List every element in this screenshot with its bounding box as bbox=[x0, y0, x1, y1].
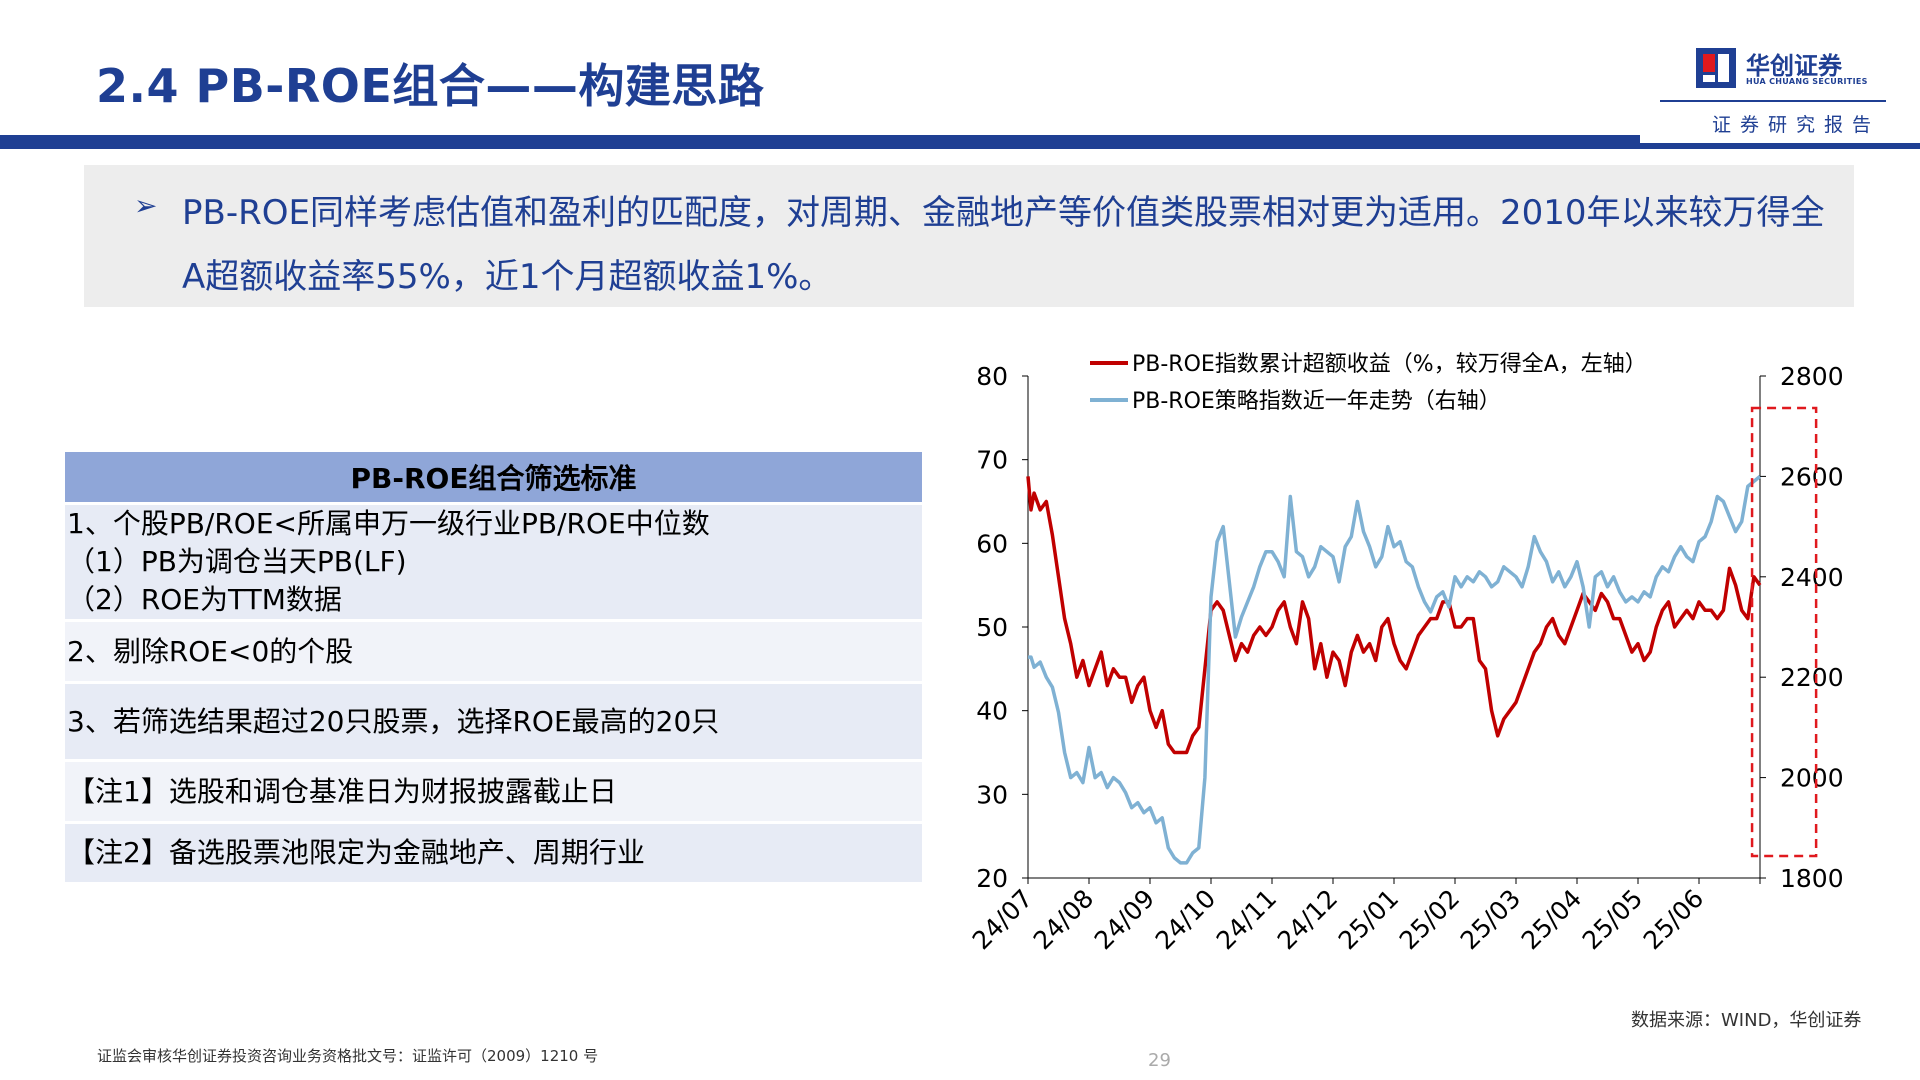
right-y-tick-label: 2200 bbox=[1780, 663, 1844, 692]
criteria-row-2: 2、剔除ROE<0的个股 bbox=[65, 622, 922, 684]
summary-text: PB-ROE同样考虑估值和盈利的匹配度，对周期、金融地产等价值类股票相对更为适用… bbox=[182, 193, 1825, 297]
criteria-row-2-line-1: 2、剔除ROE<0的个股 bbox=[67, 634, 354, 668]
x-tick-label: 24/10 bbox=[1150, 884, 1221, 955]
header-thin-line bbox=[1660, 100, 1886, 102]
criteria-row-note-1: 【注1】选股和调仓基准日为财报披露截止日 bbox=[65, 762, 922, 824]
right-y-tick-label: 2000 bbox=[1780, 764, 1844, 793]
x-tick-label: 25/02 bbox=[1394, 884, 1465, 955]
criteria-row-3: 3、若筛选结果超过20只股票，选择ROE最高的20只 bbox=[65, 684, 922, 762]
criteria-row-1-line-2: （1）PB为调仓当天PB(LF) bbox=[67, 545, 407, 578]
header-band-right bbox=[1640, 143, 1920, 149]
logo-english-name: HUA CHUANG SECURITIES bbox=[1746, 77, 1868, 86]
criteria-row-1-line-3: （2）ROE为TTM数据 bbox=[67, 583, 342, 616]
left-y-tick-label: 30 bbox=[976, 780, 1008, 809]
recent-month-highlight-box bbox=[1750, 406, 1818, 858]
x-tick-label: 25/04 bbox=[1516, 884, 1587, 955]
legend-label-strategy-index: PB-ROE策略指数近一年走势（右轴） bbox=[1132, 389, 1501, 414]
right-y-tick-label: 1800 bbox=[1780, 864, 1844, 893]
right-y-tick-label: 2400 bbox=[1780, 563, 1844, 592]
x-tick-label: 24/11 bbox=[1211, 884, 1282, 955]
x-tick-label: 25/01 bbox=[1333, 884, 1404, 955]
excess-return-series-line bbox=[1026, 476, 1762, 755]
criteria-row-1: 1、个股PB/ROE<所属申万一级行业PB/ROE中位数 （1）PB为调仓当天P… bbox=[65, 505, 922, 622]
criteria-table: PB-ROE组合筛选标准 1、个股PB/ROE<所属申万一级行业PB/ROE中位… bbox=[65, 452, 922, 885]
left-y-tick-label: 80 bbox=[976, 362, 1008, 391]
x-tick-label: 25/06 bbox=[1638, 884, 1709, 955]
logo-chinese-name: 华创证券 bbox=[1746, 52, 1842, 80]
criteria-row-note-2-line-1: 【注2】备选股票池限定为金融地产、周期行业 bbox=[67, 836, 645, 869]
criteria-row-note-1-line-1: 【注1】选股和调仓基准日为财报披露截止日 bbox=[67, 774, 617, 808]
x-tick-label: 24/09 bbox=[1089, 884, 1160, 955]
page-number: 29 bbox=[1148, 1050, 1171, 1071]
x-tick-label: 24/12 bbox=[1272, 884, 1343, 955]
x-tick-label: 25/05 bbox=[1577, 884, 1648, 955]
company-logo: 华创证券 HUA CHUANG SECURITIES bbox=[1694, 46, 1867, 90]
x-tick-label: 24/07 bbox=[967, 884, 1038, 955]
criteria-row-note-2: 【注2】备选股票池限定为金融地产、周期行业 bbox=[65, 824, 922, 885]
left-y-tick-label: 40 bbox=[976, 697, 1008, 726]
x-tick-label: 25/03 bbox=[1455, 884, 1526, 955]
legend-label-excess-return: PB-ROE指数累计超额收益（%，较万得全A，左轴） bbox=[1132, 352, 1647, 377]
header-band bbox=[0, 135, 1640, 149]
right-y-tick-label: 2800 bbox=[1780, 362, 1844, 391]
summary-box: ➢ PB-ROE同样考虑估值和盈利的匹配度，对周期、金融地产等价值类股票相对更为… bbox=[84, 165, 1854, 307]
report-type-label: 证券研究报告 bbox=[1711, 114, 1880, 136]
left-y-tick-label: 60 bbox=[976, 529, 1008, 558]
criteria-table-header: PB-ROE组合筛选标准 bbox=[65, 452, 922, 505]
license-footer: 证监会审核华创证券投资咨询业务资格批文号：证监许可（2009）1210 号 bbox=[97, 1047, 599, 1065]
excess-return-chart: 20 30 40 50 60 70 80 1800 2000 2200 2400 2600 2800 24… bbox=[967, 352, 1844, 955]
strategy-index-series-line bbox=[1028, 475, 1762, 865]
left-y-tick-label: 50 bbox=[976, 613, 1008, 642]
criteria-row-3-line-1: 3、若筛选结果超过20只股票，选择ROE最高的20只 bbox=[67, 704, 720, 738]
company-logo-mark-icon bbox=[1696, 48, 1736, 88]
criteria-row-1-line-1: 1、个股PB/ROE<所属申万一级行业PB/ROE中位数 bbox=[67, 507, 710, 540]
bullet-arrow-icon: ➢ bbox=[134, 189, 158, 222]
right-y-tick-label: 2600 bbox=[1780, 462, 1844, 491]
x-tick-label: 24/08 bbox=[1028, 884, 1099, 955]
data-source-note: 数据来源：WIND，华创证券 bbox=[1631, 1010, 1862, 1031]
slide-title: 2.4 PB-ROE组合——构建思路 bbox=[96, 59, 765, 113]
left-y-tick-label: 20 bbox=[976, 864, 1008, 893]
left-y-tick-label: 70 bbox=[976, 446, 1008, 475]
